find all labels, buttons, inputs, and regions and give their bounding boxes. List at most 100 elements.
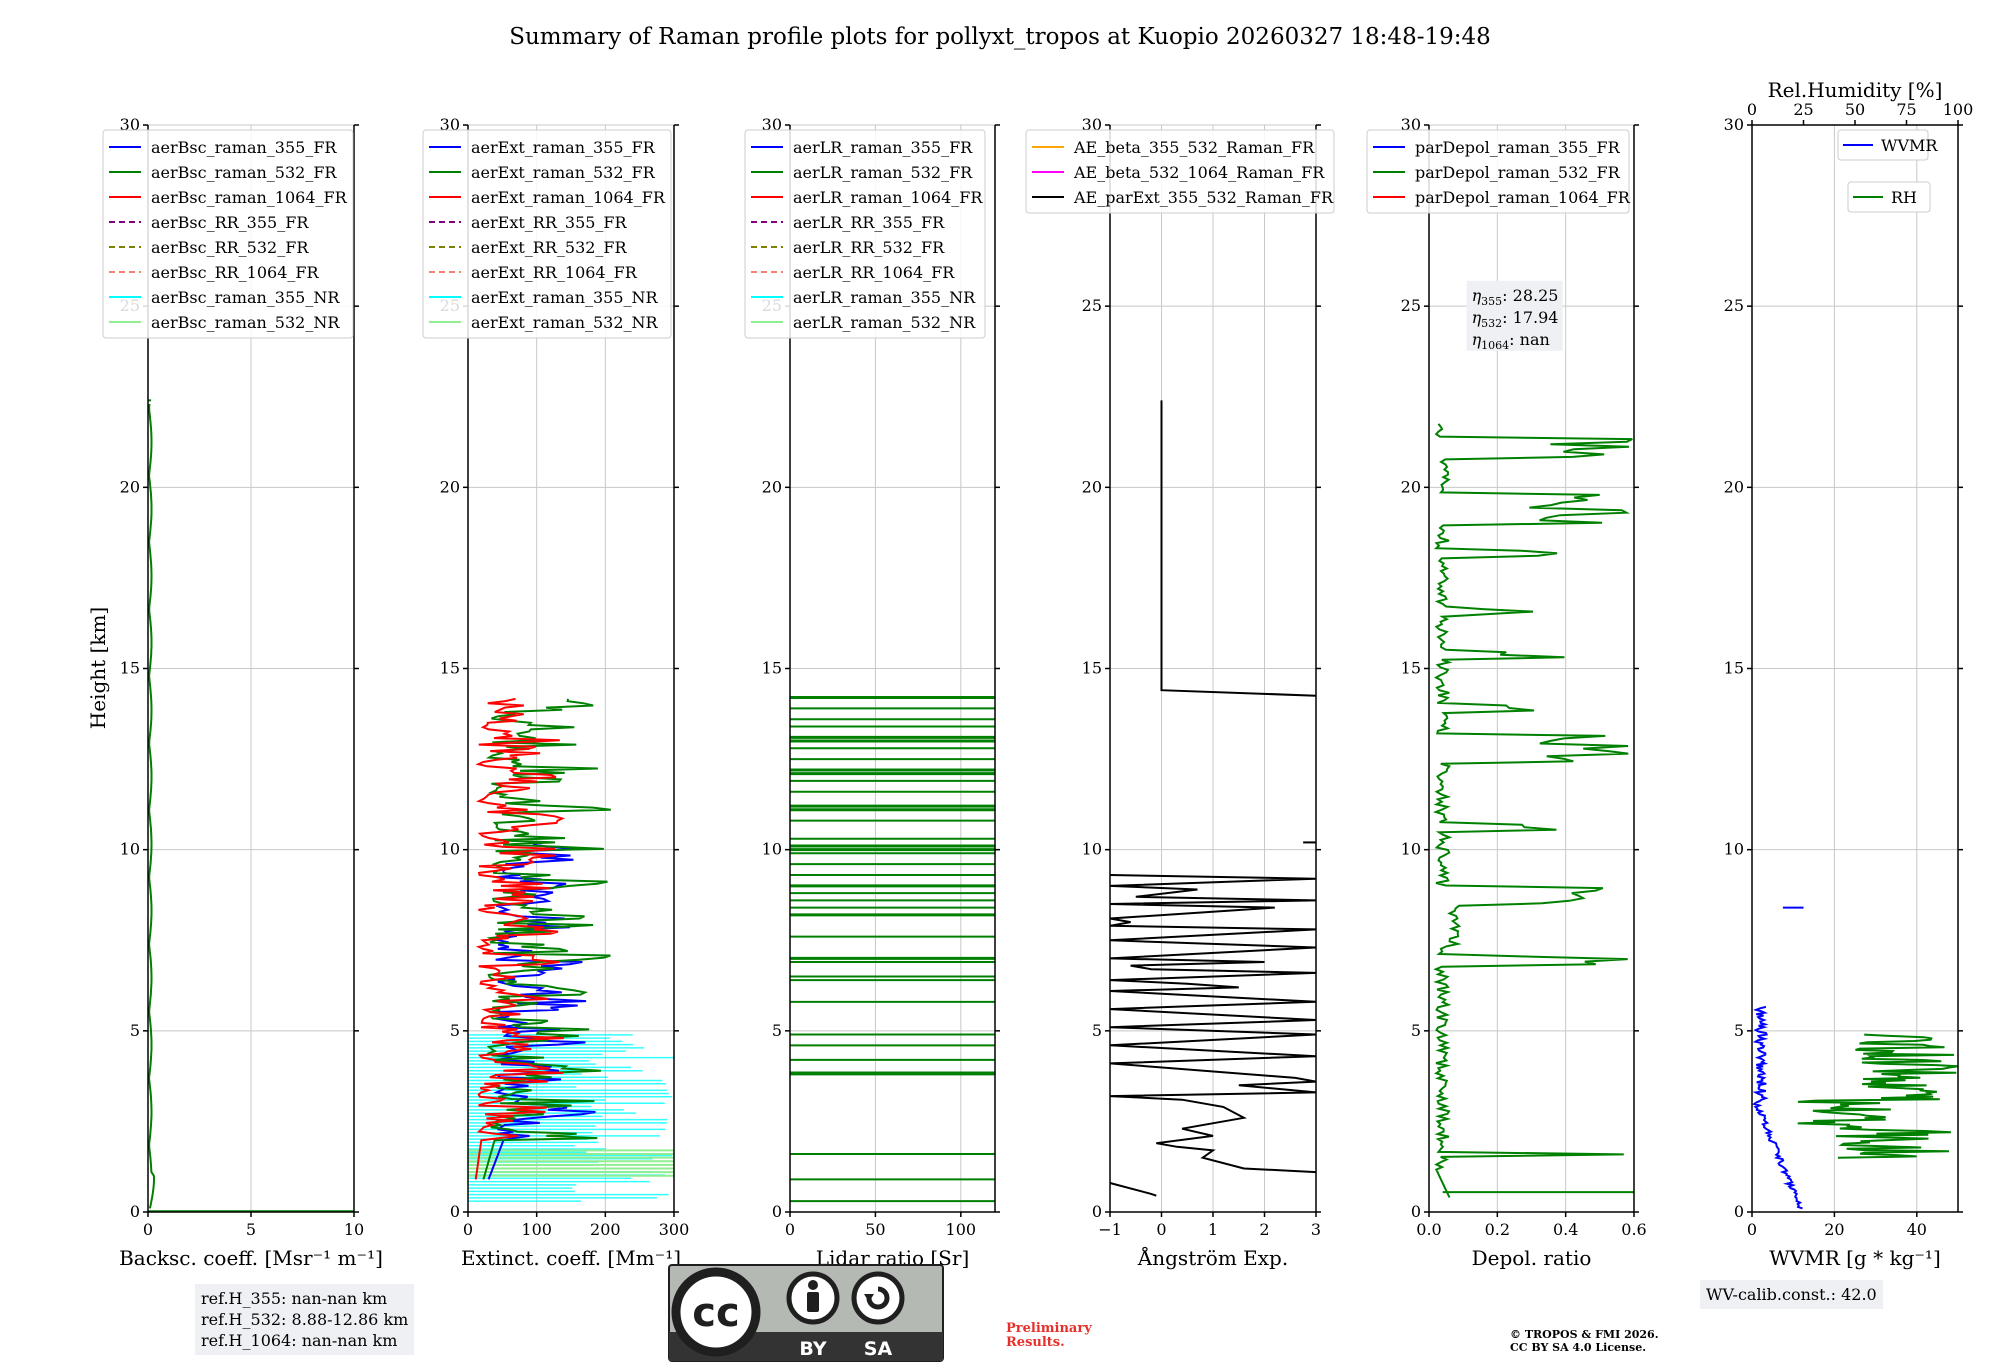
ref-h-1064: ref.H_1064: nan-nan km: [201, 1331, 398, 1350]
ytick-label: 30: [440, 115, 460, 134]
plot-area-lr: [789, 124, 995, 1213]
legend-label: aerExt_RR_1064_FR: [471, 263, 638, 282]
ytick-label: 10: [1401, 840, 1421, 859]
series-parDepol_raman_532_FR: [1432, 423, 1633, 1198]
ytick-label: 30: [1082, 115, 1102, 134]
legend-box: [744, 129, 986, 339]
ytick-label: 15: [762, 659, 782, 678]
xtick-label: 100: [946, 1220, 977, 1239]
plot-area-ae: [1109, 124, 1317, 1213]
xtick-label: 50: [865, 1220, 885, 1239]
legend-label: aerExt_raman_355_NR: [471, 288, 659, 307]
ytick-label: 10: [440, 840, 460, 859]
ytick-label: 0: [450, 1202, 460, 1221]
eta-532-value: 17.94: [1513, 308, 1559, 327]
xtick-label: 0: [1156, 1220, 1166, 1239]
cc-by-sa-badge: cc BY SA: [668, 1264, 944, 1362]
xtick-label: 2: [1259, 1220, 1269, 1239]
legend-label: aerExt_RR_355_FR: [471, 213, 628, 232]
legend-label: aerBsc_RR_1064_FR: [151, 263, 320, 282]
by-label: BY: [799, 1338, 826, 1360]
ytick-label: 0: [1411, 1202, 1421, 1221]
ytick-label: 20: [440, 477, 460, 496]
legend-label: aerExt_RR_532_FR: [471, 238, 628, 257]
ytick-label: 30: [1724, 115, 1744, 134]
legend-label: aerLR_raman_355_FR: [793, 138, 973, 157]
x-axis-label: Backsc. coeff. [Msr⁻¹ m⁻¹]: [119, 1246, 383, 1270]
legend-label: aerBsc_raman_355_NR: [151, 288, 340, 307]
ytick-label: 5: [1734, 1021, 1744, 1040]
wv-calibration-box: WV-calib.const.: 42.0: [1700, 1280, 1883, 1309]
ref-h-355: ref.H_355: nan-nan km: [201, 1289, 388, 1308]
x-axis-label: Depol. ratio: [1472, 1246, 1592, 1270]
series-WVMR: [1751, 1005, 1803, 1210]
legend-box: [1025, 129, 1335, 214]
ytick-label: 15: [1724, 659, 1744, 678]
ytick-label: 5: [1411, 1021, 1421, 1040]
legend-label: aerExt_raman_532_NR: [471, 313, 659, 332]
series-AE_parExt_ground: [1109, 1182, 1157, 1197]
x2tick-label: 50: [1845, 100, 1865, 119]
series-aerBsc_raman_532_FR: [147, 403, 156, 1209]
legend-label: aerLR_raman_532_NR: [793, 313, 976, 332]
copyright-note: © TROPOS & FMI 2026. CC BY SA 4.0 Licens…: [1510, 1328, 1659, 1354]
legend-label: aerBsc_raman_1064_FR: [151, 188, 348, 207]
legend-box: [1837, 129, 1929, 161]
xtick-label: 0.6: [1621, 1220, 1646, 1239]
legend-box: [102, 129, 354, 339]
panel-bsc: 0510152025300510Backsc. coeff. [Msr⁻¹ m⁻…: [102, 115, 383, 1270]
legend-label: AE_beta_355_532_Raman_FR: [1073, 138, 1315, 157]
preliminary-note: Preliminary Results.: [1006, 1321, 1092, 1350]
ytick-label: 0: [130, 1202, 140, 1221]
ytick-label: 10: [1724, 840, 1744, 859]
legend-label: aerLR_raman_532_FR: [793, 163, 973, 182]
eta-1064-value: nan: [1520, 330, 1550, 349]
legend-label: aerLR_RR_355_FR: [793, 213, 945, 232]
xtick-label: 3: [1311, 1220, 1321, 1239]
legend-label: parDepol_raman_532_FR: [1415, 163, 1621, 182]
ref-h-532: ref.H_532: 8.88-12.86 km: [201, 1310, 409, 1329]
xtick-label: 300: [659, 1220, 690, 1239]
ytick-label: 10: [120, 840, 140, 859]
x-axis-label: Extinct. coeff. [Mm⁻¹]: [461, 1246, 681, 1270]
y-axis-label: Height [km]: [86, 607, 110, 729]
xtick-label: 0: [785, 1220, 795, 1239]
ytick-label: 20: [1401, 477, 1421, 496]
figure-title: Summary of Raman profile plots for polly…: [509, 24, 1491, 50]
x2tick-label: 25: [1793, 100, 1813, 119]
legend-label: aerExt_raman_532_FR: [471, 163, 656, 182]
legend-bsc: aerBsc_raman_355_FR aerBsc_raman_532_FRae…: [102, 129, 354, 339]
sa-label: SA: [864, 1338, 893, 1360]
legend-label: aerLR_raman_1064_FR: [793, 188, 983, 207]
x-axis-label: WVMR [g * kg⁻¹]: [1769, 1246, 1941, 1270]
legend-dep: parDepol_raman_355_FR parDepol_raman_532_…: [1366, 129, 1631, 214]
x-axis-label: Ångström Exp.: [1137, 1245, 1288, 1270]
legend-label: aerLR_RR_532_FR: [793, 238, 945, 257]
legend-label: aerBsc_raman_532_NR: [151, 313, 340, 332]
plot-area-wv: [1751, 124, 1959, 1213]
ytick-label: 10: [1082, 840, 1102, 859]
xtick-label: 200: [590, 1220, 621, 1239]
eta-box: [1466, 280, 1563, 351]
xtick-label: 0.2: [1485, 1220, 1510, 1239]
eta-1064-label: η1064: nan: [1472, 330, 1550, 352]
ytick-label: 0: [1092, 1202, 1102, 1221]
xtick-label: 40: [1907, 1220, 1927, 1239]
ytick-label: 30: [762, 115, 782, 134]
eta-355-value: 28.25: [1513, 286, 1559, 305]
legend-box: [1366, 129, 1630, 214]
legend-box: [1847, 181, 1931, 213]
ytick-label: 15: [1401, 659, 1421, 678]
ytick-label: 5: [450, 1021, 460, 1040]
series-aerExt_raman_355_FR: [487, 841, 596, 1180]
cc-logo-icon: [671, 1267, 761, 1357]
ytick-label: 5: [130, 1021, 140, 1040]
ytick-label: 30: [120, 115, 140, 134]
panel-ext: 0510152025300100200300Extinct. coeff. [M…: [422, 115, 690, 1270]
legend-label: aerLR_raman_355_NR: [793, 288, 976, 307]
cc-letters: cc: [692, 1290, 739, 1336]
xtick-label: 0.4: [1553, 1220, 1578, 1239]
